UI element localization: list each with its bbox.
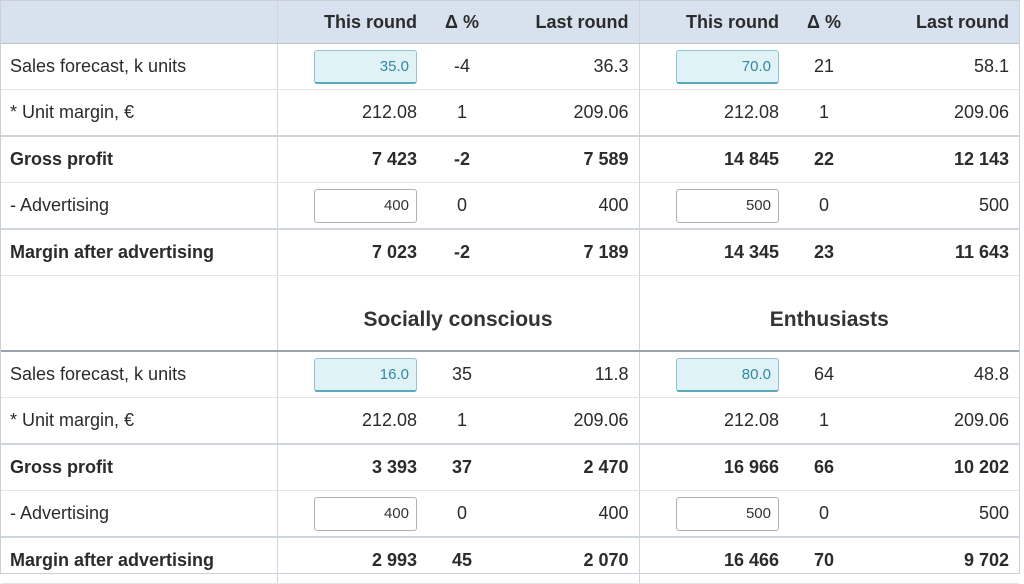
this-round-value: 14 345 xyxy=(639,229,789,276)
delta-value: 0 xyxy=(789,490,859,538)
this-round-value: 212.08 xyxy=(277,397,427,445)
sales-forecast-input[interactable]: 70.0 xyxy=(676,49,779,84)
header-last-round: Last round xyxy=(497,1,640,44)
row-label: * Unit margin, € xyxy=(1,397,278,445)
advertising-input[interactable]: 400 xyxy=(314,496,417,531)
last-round-value: 400 xyxy=(497,182,640,230)
last-round-value: 12 143 xyxy=(859,136,1019,183)
delta-value: -2 xyxy=(427,229,497,276)
this-round-value: 3 393 xyxy=(277,444,427,491)
this-round-value: 7 023 xyxy=(277,229,427,276)
row-label: - Advertising xyxy=(1,182,278,230)
delta-value: 45 xyxy=(427,537,497,584)
header-delta: Δ % xyxy=(789,1,859,44)
last-round-value: 7 189 xyxy=(497,229,640,276)
table-row-margin-after-advertising: Margin after advertising 7 023 -2 7 189 … xyxy=(1,229,1019,276)
this-round-value: 212.08 xyxy=(639,397,789,445)
delta-value: 23 xyxy=(789,229,859,276)
row-label: Sales forecast, k units xyxy=(1,351,278,398)
table-row-unit-margin: * Unit margin, € 212.08 1 209.06 212.08 … xyxy=(1,397,1019,445)
sales-forecast-input[interactable]: 16.0 xyxy=(314,357,417,392)
delta-value: 70 xyxy=(789,537,859,584)
delta-value: 1 xyxy=(789,397,859,445)
delta-value: 21 xyxy=(789,43,859,90)
advertising-input[interactable]: 500 xyxy=(676,188,779,223)
header-blank xyxy=(1,1,278,44)
delta-value: 0 xyxy=(427,182,497,230)
this-round-value: 2 993 xyxy=(277,537,427,584)
segment-title-enthusiasts: Enthusiasts xyxy=(639,275,1019,352)
table-row-sales-forecast: Sales forecast, k units 35.0 -4 36.3 70.… xyxy=(1,43,1019,90)
last-round-value: 209.06 xyxy=(859,397,1019,445)
last-round-value: 209.06 xyxy=(497,89,640,137)
last-round-value: 11.8 xyxy=(497,351,640,398)
last-round-value: 400 xyxy=(497,490,640,538)
last-round-value: 58.1 xyxy=(859,43,1019,90)
delta-value: 37 xyxy=(427,444,497,491)
last-round-value: 36.3 xyxy=(497,43,640,90)
delta-value: 22 xyxy=(789,136,859,183)
segment-title-socially-conscious: Socially conscious xyxy=(277,275,640,352)
segment-header-row: Socially conscious Enthusiasts xyxy=(1,275,1019,352)
this-round-value: 14 845 xyxy=(639,136,789,183)
last-round-value: 7 589 xyxy=(497,136,640,183)
delta-value: -2 xyxy=(427,136,497,183)
delta-value: 0 xyxy=(427,490,497,538)
header-delta: Δ % xyxy=(427,1,497,44)
sales-forecast-input[interactable]: 80.0 xyxy=(676,357,779,392)
delta-value: 1 xyxy=(427,89,497,137)
row-label: Gross profit xyxy=(1,444,278,491)
table-row-margin-after-advertising: Margin after advertising 2 993 45 2 070 … xyxy=(1,537,1019,584)
table-row-gross-profit: Gross profit 3 393 37 2 470 16 966 66 10… xyxy=(1,444,1019,491)
table-row-sales-forecast: Sales forecast, k units 16.0 35 11.8 80.… xyxy=(1,351,1019,398)
column-header-row: This round Δ % Last round This round Δ %… xyxy=(1,1,1019,44)
delta-value: 0 xyxy=(789,182,859,230)
row-label: Gross profit xyxy=(1,136,278,183)
row-label: Sales forecast, k units xyxy=(1,43,278,90)
row-label: Margin after advertising xyxy=(1,537,278,584)
advertising-input[interactable]: 500 xyxy=(676,496,779,531)
delta-value: 66 xyxy=(789,444,859,491)
row-label: Margin after advertising xyxy=(1,229,278,276)
advertising-input[interactable]: 400 xyxy=(314,188,417,223)
last-round-value: 500 xyxy=(859,182,1019,230)
table-row-gross-profit: Gross profit 7 423 -2 7 589 14 845 22 12… xyxy=(1,136,1019,183)
delta-value: 64 xyxy=(789,351,859,398)
this-round-value: 212.08 xyxy=(639,89,789,137)
this-round-value: 16 466 xyxy=(639,537,789,584)
header-this-round: This round xyxy=(639,1,789,44)
this-round-value: 212.08 xyxy=(277,89,427,137)
delta-value: -4 xyxy=(427,43,497,90)
delta-value: 1 xyxy=(427,397,497,445)
row-label: - Advertising xyxy=(1,490,278,538)
header-last-round: Last round xyxy=(859,1,1019,44)
last-round-value: 48.8 xyxy=(859,351,1019,398)
last-round-value: 2 470 xyxy=(497,444,640,491)
last-round-value: 209.06 xyxy=(859,89,1019,137)
delta-value: 1 xyxy=(789,89,859,137)
row-label: * Unit margin, € xyxy=(1,89,278,137)
last-round-value: 209.06 xyxy=(497,397,640,445)
table-row-advertising: - Advertising 400 0 400 500 0 500 xyxy=(1,490,1019,538)
delta-value: 35 xyxy=(427,351,497,398)
header-this-round: This round xyxy=(277,1,427,44)
this-round-value: 16 966 xyxy=(639,444,789,491)
table-row-unit-margin: * Unit margin, € 212.08 1 209.06 212.08 … xyxy=(1,89,1019,137)
this-round-value: 7 423 xyxy=(277,136,427,183)
last-round-value: 500 xyxy=(859,490,1019,538)
segment-header-blank xyxy=(1,275,278,352)
last-round-value: 11 643 xyxy=(859,229,1019,276)
table-row-advertising: - Advertising 400 0 400 500 0 500 xyxy=(1,182,1019,230)
sales-forecast-input[interactable]: 35.0 xyxy=(314,49,417,84)
last-round-value: 10 202 xyxy=(859,444,1019,491)
last-round-value: 2 070 xyxy=(497,537,640,584)
last-round-value: 9 702 xyxy=(859,537,1019,584)
